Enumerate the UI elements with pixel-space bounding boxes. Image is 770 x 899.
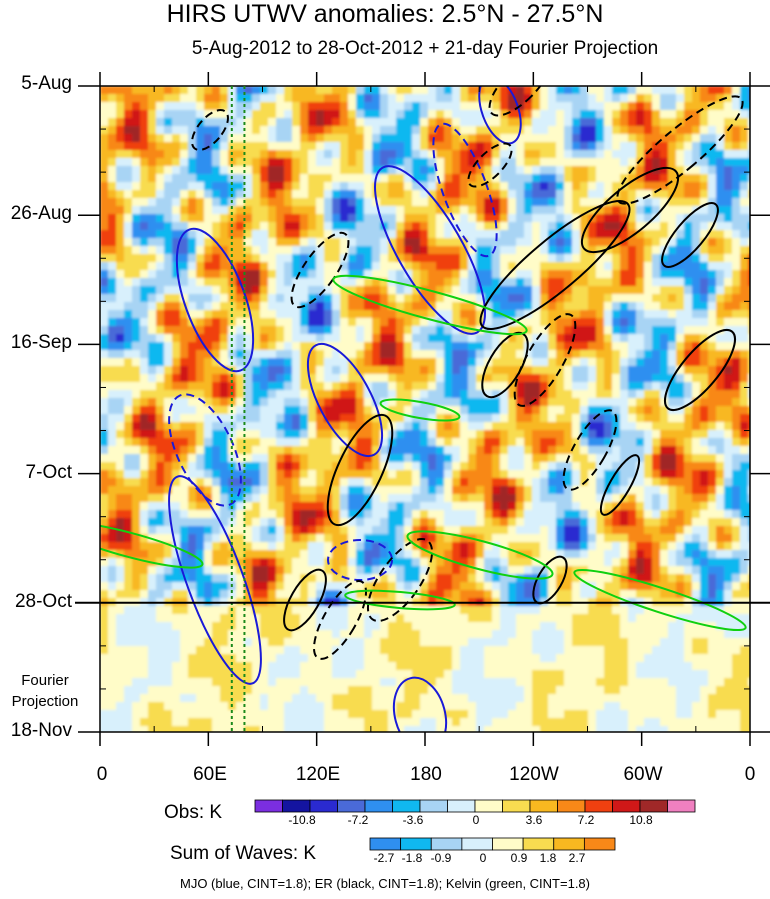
mjo-contour bbox=[306, 342, 384, 458]
er-contour bbox=[562, 409, 618, 491]
obs-colorbar-swatch bbox=[309, 799, 338, 813]
y-tick-label: 26-Aug bbox=[10, 203, 72, 224]
obs-colorbar-swatch bbox=[419, 799, 448, 813]
x-tick-label: 120W bbox=[509, 764, 559, 785]
kelvin-contour bbox=[100, 521, 204, 569]
waves-colorbar-swatch bbox=[369, 837, 402, 851]
obs-colorbar-title: Obs: K bbox=[164, 802, 223, 823]
er-contour bbox=[467, 142, 513, 188]
waves-colorbar-tick: -2.7 bbox=[373, 851, 395, 865]
obs-colorbar-tick: -3.6 bbox=[402, 813, 424, 827]
obs-colorbar-tick: -10.8 bbox=[288, 813, 316, 827]
chart-subtitle: 5-Aug-2012 to 28-Oct-2012 + 21-day Fouri… bbox=[191, 38, 659, 59]
mjo-contour bbox=[168, 393, 242, 507]
obs-colorbar-tick: -7.2 bbox=[347, 813, 369, 827]
y-tick-label: 5-Aug bbox=[21, 73, 72, 94]
waves-colorbar-swatch bbox=[461, 837, 493, 851]
waves-colorbar-tick: 0 bbox=[479, 851, 487, 865]
waves-colorbar-tick: 1.8 bbox=[539, 851, 557, 865]
obs-colorbar-swatch bbox=[447, 799, 476, 813]
kelvin-contour bbox=[344, 589, 456, 611]
er-contour bbox=[191, 109, 229, 151]
obs-colorbar-tick: 7.2 bbox=[577, 813, 595, 827]
waves-colorbar-swatch bbox=[492, 837, 524, 851]
y-tick-label: 28-Oct bbox=[14, 591, 72, 612]
waves-colorbar-tick: -1.8 bbox=[401, 851, 423, 865]
er-contour bbox=[664, 328, 736, 412]
er-contour bbox=[661, 202, 719, 268]
y-tick-label: 16-Sep bbox=[10, 332, 72, 353]
wave-contours bbox=[100, 86, 747, 732]
obs-colorbar-swatch bbox=[584, 799, 613, 813]
anomaly-field bbox=[100, 86, 750, 732]
waves-colorbar-swatch bbox=[583, 837, 616, 851]
x-tick-label: 60E bbox=[193, 764, 227, 785]
obs-colorbar-tick: 0 bbox=[472, 813, 480, 827]
waves-colorbar-tick: 2.7 bbox=[568, 851, 586, 865]
waves-colorbar-tick: 0.9 bbox=[510, 851, 528, 865]
x-tick-label: 60W bbox=[623, 764, 663, 785]
x-tick-label: 0 bbox=[96, 764, 108, 785]
er-contour bbox=[580, 166, 680, 254]
obs-colorbar-swatch bbox=[557, 799, 586, 813]
mjo-contour bbox=[392, 676, 448, 732]
obs-colorbar-swatch bbox=[392, 799, 421, 813]
er-contour bbox=[599, 454, 641, 516]
er-contour bbox=[283, 568, 327, 632]
kelvin-contour bbox=[406, 530, 554, 580]
y-tick-label: 18-Nov bbox=[10, 720, 72, 741]
x-tick-label: 120E bbox=[295, 764, 341, 785]
waves-colorbar-swatch bbox=[522, 837, 555, 851]
waves-colorbar-title: Sum of Waves: K bbox=[170, 843, 317, 864]
obs-colorbar-swatch bbox=[364, 799, 393, 813]
kelvin-contour bbox=[379, 398, 461, 422]
er-contour bbox=[313, 580, 367, 660]
waves-colorbar-swatch bbox=[430, 837, 463, 851]
kelvin-contour bbox=[332, 274, 528, 336]
projection-label: Fourier Projection bbox=[11, 672, 79, 710]
chart-title: HIRS UTWV anomalies: 2.5°N - 27.5°N bbox=[166, 0, 604, 28]
obs-colorbar-swatch bbox=[254, 799, 283, 813]
er-contour bbox=[513, 313, 577, 407]
er-contour bbox=[488, 86, 552, 117]
obs-colorbar-swatch bbox=[639, 799, 668, 813]
waves-colorbar-swatch bbox=[553, 837, 585, 851]
er-contour bbox=[366, 538, 434, 622]
x-tick-label: 0 bbox=[744, 764, 756, 785]
kelvin-contour bbox=[573, 568, 747, 632]
mjo-contour bbox=[374, 165, 486, 335]
obs-colorbar-swatch bbox=[502, 799, 531, 813]
er-contour bbox=[326, 413, 394, 527]
y-tick-label: 7-Oct bbox=[25, 462, 72, 483]
obs-colorbar-swatch bbox=[337, 799, 366, 813]
obs-colorbar-swatch bbox=[282, 799, 311, 813]
obs-colorbar-swatch bbox=[667, 799, 696, 813]
waves-colorbar-tick: -0.9 bbox=[430, 851, 452, 865]
er-contour bbox=[479, 200, 631, 330]
obs-colorbar-swatch bbox=[612, 799, 641, 813]
er-contour bbox=[616, 95, 744, 205]
colorbars bbox=[254, 799, 696, 851]
mjo-contour bbox=[168, 475, 262, 685]
mjo-contour bbox=[327, 539, 393, 581]
x-tick-label: 180 bbox=[410, 764, 442, 785]
obs-colorbar-swatch bbox=[529, 799, 558, 813]
obs-colorbar-tick: 3.6 bbox=[525, 813, 543, 827]
waves-colorbar-swatch bbox=[400, 837, 432, 851]
mjo-contour bbox=[478, 86, 522, 145]
mjo-contour bbox=[175, 227, 255, 373]
plot-frame bbox=[75, 72, 770, 746]
obs-colorbar-swatch bbox=[474, 799, 503, 813]
obs-colorbar-tick: 10.8 bbox=[629, 813, 653, 827]
contour-legend: MJO (blue, CINT=1.8); ER (black, CINT=1.… bbox=[180, 876, 590, 891]
